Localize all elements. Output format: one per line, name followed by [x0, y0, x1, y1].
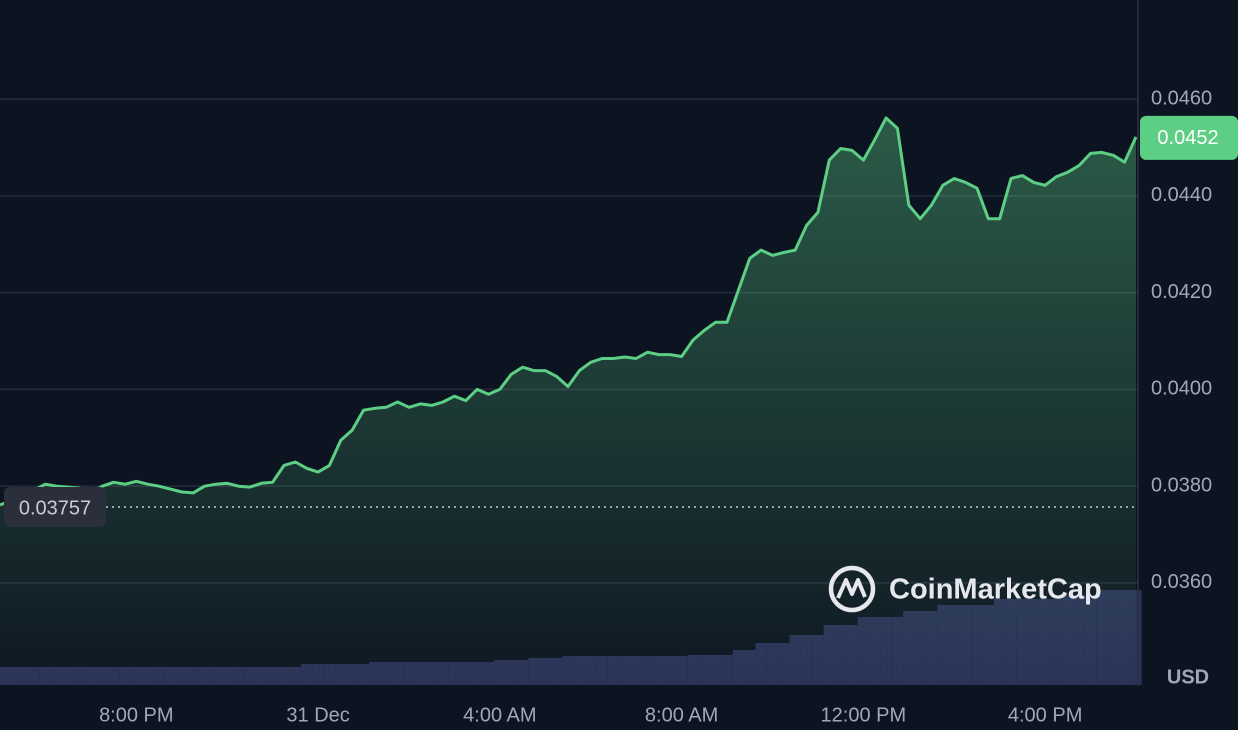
x-tick-label: 31 Dec	[286, 704, 349, 726]
price-line	[0, 116, 1138, 507]
y-tick-label: 0.0460	[1151, 87, 1212, 109]
x-tick-label: 12:00 PM	[821, 704, 907, 726]
last-price-label: 0.0452	[1157, 127, 1218, 149]
x-tick-label: 4:00 AM	[463, 704, 536, 726]
x-tick-label: 8:00 PM	[99, 704, 173, 726]
x-tick-label: 8:00 AM	[645, 704, 718, 726]
price-area	[0, 118, 1136, 685]
watermark: CoinMarketCap	[828, 565, 1102, 613]
y-tick-label: 0.0360	[1151, 571, 1212, 593]
y-tick-label: 0.0400	[1151, 378, 1212, 400]
watermark-logo	[828, 565, 876, 613]
open-price-label: 0.03757	[19, 497, 91, 519]
y-tick-label: 0.0440	[1151, 184, 1212, 206]
open-price-tag	[4, 486, 106, 527]
y-tick-label: 0.0420	[1151, 281, 1212, 303]
watermark-text: CoinMarketCap	[889, 574, 1102, 606]
last-price-tag	[1140, 115, 1238, 160]
watermark-logo-mark	[836, 578, 867, 599]
x-tick-label: 4:00 PM	[1008, 704, 1082, 726]
currency-label: USD	[1167, 666, 1209, 688]
y-tick-label: 0.0380	[1151, 474, 1212, 496]
